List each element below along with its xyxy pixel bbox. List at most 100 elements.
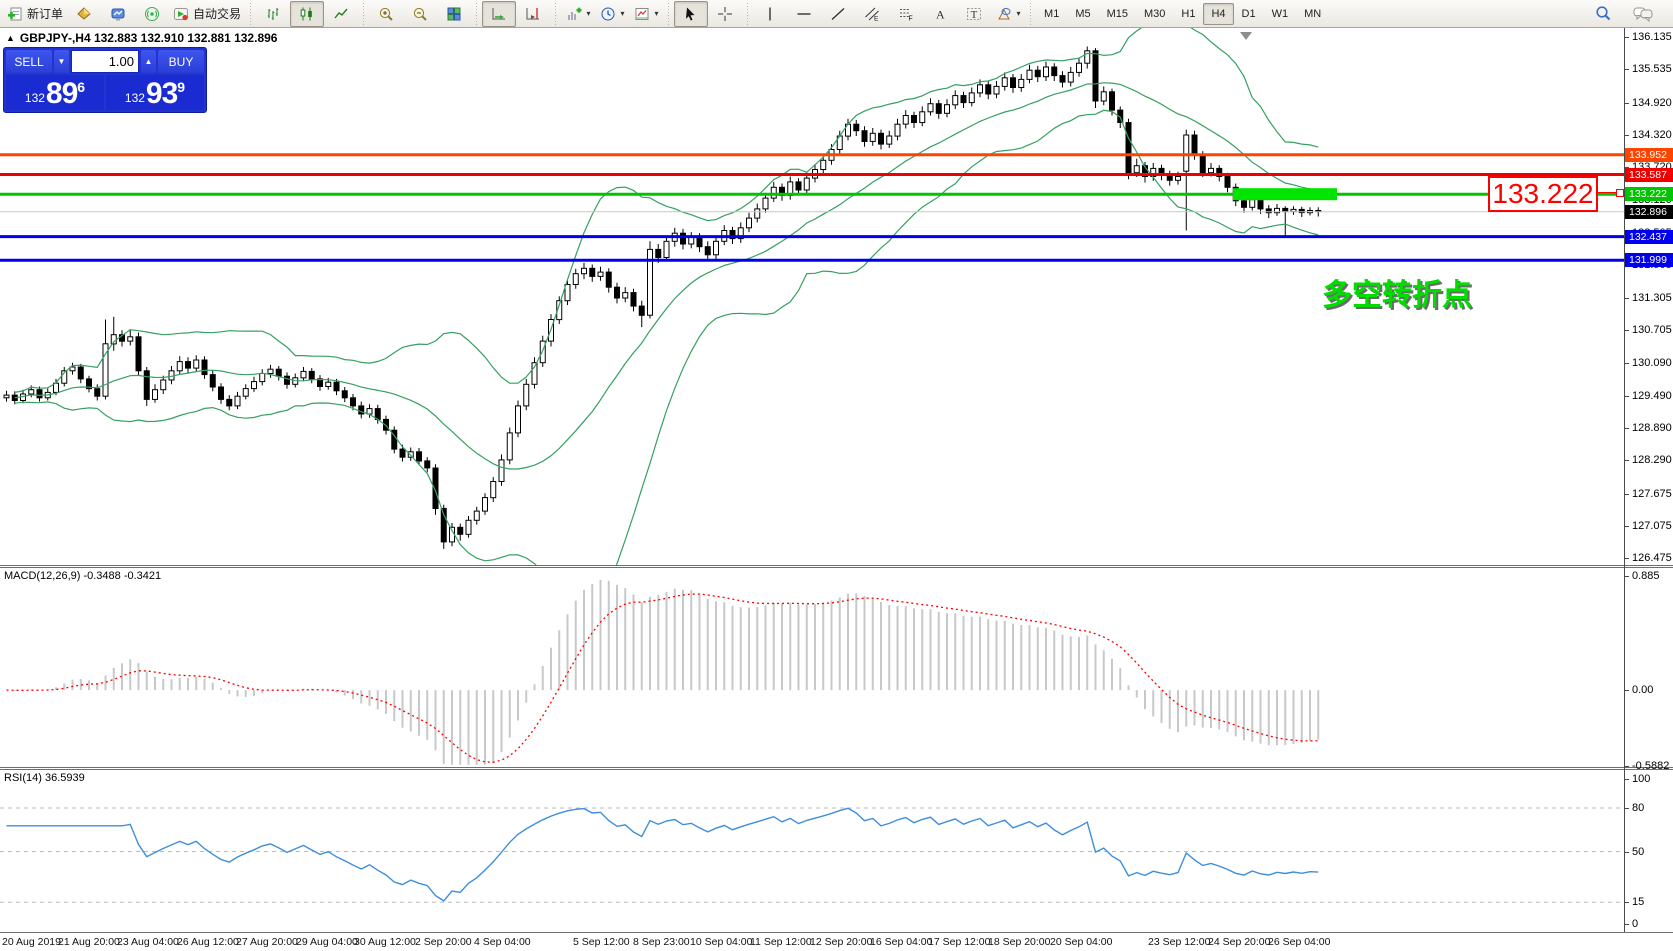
- text-label-button[interactable]: T: [957, 1, 991, 27]
- crosshair-button[interactable]: [708, 1, 742, 27]
- candle-body: [993, 85, 1000, 95]
- bollinger-upper-band[interactable]: [14, 28, 1319, 393]
- candlestick-chart-button[interactable]: [290, 0, 325, 27]
- vertical-line-button[interactable]: [753, 1, 787, 27]
- macd-panel[interactable]: [0, 568, 1624, 767]
- timeframe-D1[interactable]: D1: [1241, 7, 1256, 20]
- bid-big-digits: 89: [45, 77, 78, 110]
- new-order-button[interactable]: 新订单: [3, 1, 67, 27]
- auto-scroll-button[interactable]: [482, 0, 517, 27]
- candle-body: [28, 389, 35, 395]
- fibonacci-button[interactable]: F: [889, 1, 923, 27]
- candle-body: [234, 395, 241, 407]
- bar-chart-button[interactable]: [256, 1, 290, 27]
- chart-shift-button[interactable]: [516, 1, 550, 27]
- line-chart-button[interactable]: [324, 1, 358, 27]
- candle-body: [36, 389, 43, 399]
- candle-body: [1282, 207, 1289, 213]
- rsi-line[interactable]: [6, 807, 1319, 902]
- candle-body: [201, 359, 208, 376]
- timeframe-MN[interactable]: MN: [1304, 7, 1322, 20]
- price-callout-box[interactable]: 133.222: [1488, 176, 1598, 212]
- autotrading-button[interactable]: 自动交易: [169, 1, 245, 27]
- chart-window[interactable]: 136.135135.535134.920134.320133.720133.1…: [0, 28, 1673, 951]
- chart-shift-marker-icon[interactable]: [1240, 32, 1252, 40]
- shapes-button[interactable]: ▾: [991, 1, 1025, 27]
- timeframe-M15[interactable]: M15: [1106, 7, 1128, 20]
- price-tick-mark: [1625, 330, 1629, 332]
- horizontal-line-button[interactable]: [787, 1, 821, 27]
- macd-tick-label: 0.00: [1632, 684, 1654, 697]
- candle-body: [853, 123, 860, 132]
- trendline-button[interactable]: [821, 1, 855, 27]
- panel-separator-macd[interactable]: [0, 565, 1673, 568]
- timeframe-H4[interactable]: H4: [1203, 2, 1234, 25]
- ask-price-box[interactable]: 132 93 9: [106, 75, 204, 110]
- price-callout-anchor[interactable]: [1616, 189, 1624, 197]
- indicators-dropdown-arrow[interactable]: ▾: [586, 9, 591, 18]
- search-button[interactable]: [1586, 1, 1620, 27]
- toolbar-separator: [665, 2, 673, 25]
- template-icon: [634, 6, 650, 22]
- collapse-panel-icon[interactable]: ▲: [6, 33, 15, 43]
- candle-body: [424, 460, 431, 469]
- bid-price-box[interactable]: 132 89 6: [6, 75, 104, 110]
- candle-body: [259, 373, 266, 383]
- price-tick-label: 129.490: [1632, 389, 1672, 402]
- time-axis-label: 10 Sep 04:00: [690, 936, 753, 948]
- buy-button[interactable]: BUY: [158, 50, 204, 73]
- candle-body: [176, 361, 183, 372]
- template-button[interactable]: ▾: [629, 1, 663, 27]
- volume-increase-button[interactable]: ▲: [141, 50, 156, 73]
- terminal-button[interactable]: [101, 1, 135, 27]
- time-axis-label: 11 Sep 12:00: [750, 936, 812, 948]
- indicators-button[interactable]: ▾: [561, 1, 595, 27]
- candle-body: [127, 336, 134, 342]
- time-axis-label: 8 Sep 23:00: [633, 936, 690, 948]
- signals-icon: [144, 6, 160, 22]
- text-icon: A: [932, 6, 948, 22]
- tile-windows-button[interactable]: [437, 1, 471, 27]
- timeframe-H1[interactable]: H1: [1181, 7, 1196, 20]
- editor-button[interactable]: [67, 1, 101, 27]
- timeframe-M1[interactable]: M1: [1044, 7, 1060, 20]
- price-tick-label: 134.920: [1632, 96, 1672, 109]
- turning-point-annotation[interactable]: 多空转折点: [1322, 279, 1472, 312]
- time-axis-label: 24 Sep 20:00: [1208, 936, 1271, 948]
- volume-input[interactable]: [71, 50, 139, 73]
- timeframe-M5[interactable]: M5: [1075, 7, 1091, 20]
- main-chart[interactable]: [0, 28, 1624, 565]
- timeframe-M30[interactable]: M30: [1144, 7, 1166, 20]
- text-button[interactable]: A: [923, 1, 957, 27]
- cursor-button[interactable]: [674, 0, 709, 27]
- candle-body: [622, 292, 629, 299]
- signals-button[interactable]: [135, 1, 169, 27]
- time-axis-label: 2 Sep 20:00: [415, 936, 472, 948]
- price-badge-133.222: 133.222: [1625, 187, 1673, 202]
- price-badge-131.999: 131.999: [1625, 253, 1673, 268]
- zoom-in-button[interactable]: [369, 1, 403, 27]
- price-tick-label: 127.675: [1632, 487, 1672, 500]
- candle-body: [1298, 208, 1305, 214]
- sell-button[interactable]: SELL: [6, 50, 52, 73]
- price-tick-mark: [1625, 102, 1629, 104]
- price-scale[interactable]: 136.135135.535134.920134.320133.720133.1…: [1624, 28, 1673, 932]
- template-dropdown-arrow[interactable]: ▾: [654, 9, 659, 18]
- timeframe-W1[interactable]: W1: [1271, 7, 1289, 20]
- chat-button[interactable]: [1626, 1, 1660, 27]
- panel-separator-rsi[interactable]: [0, 767, 1673, 770]
- zoom-out-button[interactable]: [403, 1, 437, 27]
- time-axis[interactable]: 20 Aug 2019 21 Aug 20:00 23 Aug 04:00 26 Au…: [0, 936, 1624, 951]
- highlight-rectangle[interactable]: [1233, 188, 1337, 201]
- candle-body: [1249, 199, 1256, 208]
- bollinger-lower-band[interactable]: [14, 109, 1319, 565]
- macd-tick-label: 0.885: [1632, 569, 1660, 582]
- equidistant-channel-button[interactable]: E: [855, 1, 889, 27]
- volume-decrease-button[interactable]: ▼: [54, 50, 69, 73]
- periods-dropdown-arrow[interactable]: ▾: [620, 9, 625, 18]
- shapes-dropdown-arrow[interactable]: ▾: [1016, 9, 1021, 18]
- periods-button[interactable]: ▾: [595, 1, 629, 27]
- macd-signal-line[interactable]: [6, 593, 1319, 763]
- rsi-panel[interactable]: [0, 770, 1624, 932]
- bollinger-middle-band[interactable]: [14, 82, 1319, 470]
